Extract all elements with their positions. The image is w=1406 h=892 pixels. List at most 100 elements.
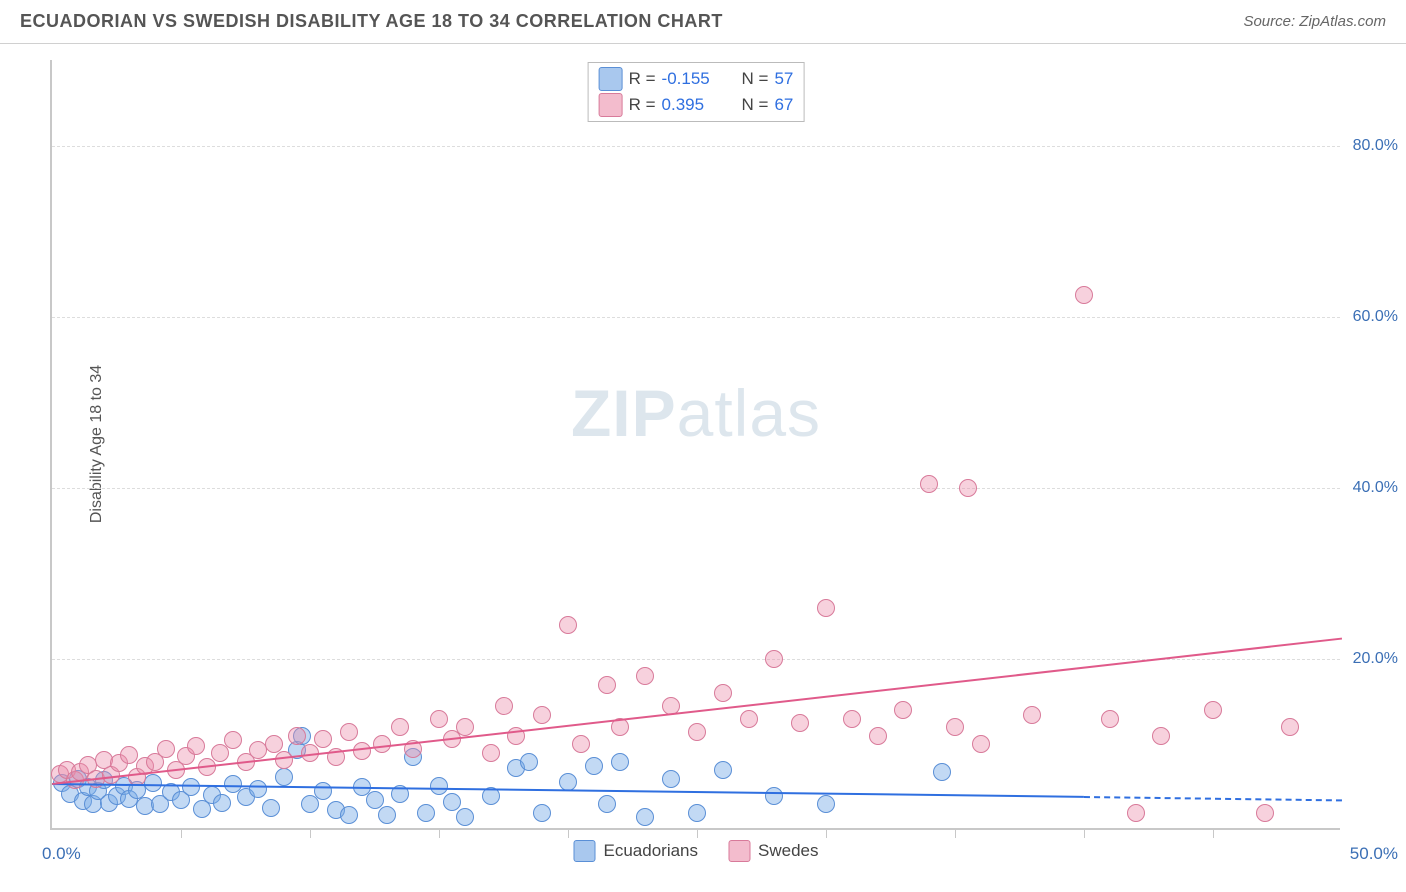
legend-bottom: Ecuadorians Swedes: [574, 840, 819, 862]
data-point: [495, 697, 513, 715]
legend-swatch: [599, 93, 623, 117]
data-point: [598, 676, 616, 694]
data-point: [144, 774, 162, 792]
data-point: [353, 742, 371, 760]
data-point: [740, 710, 758, 728]
data-point: [572, 735, 590, 753]
x-tick: [1084, 828, 1085, 838]
plot-area: Disability Age 18 to 34 ZIPatlas R = -0.1…: [50, 60, 1340, 830]
legend-swatch: [599, 67, 623, 91]
data-point: [920, 475, 938, 493]
x-tick: [439, 828, 440, 838]
gridline-h: [52, 488, 1340, 489]
data-point: [430, 777, 448, 795]
x-tick: [181, 828, 182, 838]
n-value: 67: [774, 95, 793, 115]
trend-line: [1084, 796, 1342, 801]
chart-title: ECUADORIAN VS SWEDISH DISABILITY AGE 18 …: [20, 11, 723, 32]
gridline-h: [52, 317, 1340, 318]
x-label-max: 50.0%: [1350, 844, 1398, 864]
data-point: [765, 787, 783, 805]
data-point: [1256, 804, 1274, 822]
legend-stat-row: R = 0.395 N =67: [597, 92, 796, 118]
r-value: 0.395: [662, 95, 726, 115]
data-point: [533, 706, 551, 724]
data-point: [972, 735, 990, 753]
data-point: [1281, 718, 1299, 736]
data-point: [314, 782, 332, 800]
legend-stat-row: R =-0.155N =57: [597, 66, 796, 92]
data-point: [765, 650, 783, 668]
header-bar: ECUADORIAN VS SWEDISH DISABILITY AGE 18 …: [0, 0, 1406, 44]
legend-item: Ecuadorians: [574, 840, 699, 862]
data-point: [1127, 804, 1145, 822]
data-point: [340, 806, 358, 824]
r-label: R =: [629, 95, 656, 115]
y-tick-label: 20.0%: [1353, 650, 1398, 668]
data-point: [314, 730, 332, 748]
data-point: [869, 727, 887, 745]
data-point: [688, 804, 706, 822]
legend-label: Ecuadorians: [604, 841, 699, 861]
data-point: [366, 791, 384, 809]
data-point: [636, 667, 654, 685]
x-tick: [310, 828, 311, 838]
data-point: [430, 710, 448, 728]
data-point: [714, 684, 732, 702]
data-point: [946, 718, 964, 736]
y-tick-label: 60.0%: [1353, 308, 1398, 326]
watermark: ZIPatlas: [571, 375, 821, 451]
data-point: [456, 718, 474, 736]
data-point: [611, 753, 629, 771]
data-point: [688, 723, 706, 741]
data-point: [598, 795, 616, 813]
data-point: [391, 718, 409, 736]
data-point: [340, 723, 358, 741]
data-point: [249, 780, 267, 798]
data-point: [182, 778, 200, 796]
data-point: [933, 763, 951, 781]
data-point: [482, 744, 500, 762]
x-tick: [568, 828, 569, 838]
data-point: [559, 616, 577, 634]
data-point: [791, 714, 809, 732]
n-label: N =: [742, 95, 769, 115]
data-point: [275, 768, 293, 786]
data-point: [1204, 701, 1222, 719]
legend-stats: R =-0.155N =57R =0.395N =67: [588, 62, 805, 122]
data-point: [636, 808, 654, 826]
r-label: R =: [629, 69, 656, 89]
data-point: [275, 751, 293, 769]
data-point: [662, 770, 680, 788]
data-point: [456, 808, 474, 826]
x-tick: [1213, 828, 1214, 838]
data-point: [1101, 710, 1119, 728]
data-point: [714, 761, 732, 779]
data-point: [301, 795, 319, 813]
x-tick: [955, 828, 956, 838]
y-axis-title: Disability Age 18 to 34: [88, 365, 106, 523]
n-label: N =: [742, 69, 769, 89]
x-tick: [697, 828, 698, 838]
data-point: [1075, 286, 1093, 304]
legend-item: Swedes: [728, 840, 818, 862]
y-tick-label: 80.0%: [1353, 137, 1398, 155]
source-label: Source: ZipAtlas.com: [1243, 13, 1386, 30]
data-point: [262, 799, 280, 817]
y-tick-label: 40.0%: [1353, 479, 1398, 497]
r-value: -0.155: [662, 69, 726, 89]
data-point: [817, 599, 835, 617]
data-point: [417, 804, 435, 822]
data-point: [520, 753, 538, 771]
data-point: [1023, 706, 1041, 724]
data-point: [959, 479, 977, 497]
legend-label: Swedes: [758, 841, 818, 861]
data-point: [157, 740, 175, 758]
x-tick: [826, 828, 827, 838]
data-point: [378, 806, 396, 824]
data-point: [585, 757, 603, 775]
x-label-min: 0.0%: [42, 844, 81, 864]
data-point: [288, 727, 306, 745]
legend-swatch: [728, 840, 750, 862]
data-point: [120, 746, 138, 764]
